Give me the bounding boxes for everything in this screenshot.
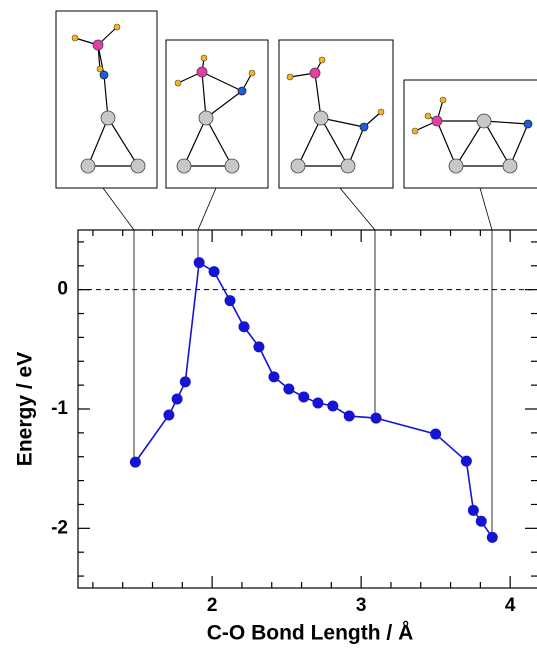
data-point [327, 400, 339, 412]
y-tick-label: -1 [51, 398, 68, 419]
data-point [179, 376, 191, 388]
x-axis-title: C-O Bond Length / Å [207, 621, 413, 645]
x-tick-label: 2 [207, 595, 218, 616]
y-tick-label: 0 [57, 279, 68, 300]
connector [102, 187, 135, 462]
data-point [171, 393, 183, 405]
connector [479, 187, 493, 537]
x-tick-label: 4 [505, 595, 516, 616]
connector [197, 187, 217, 263]
data-point [208, 266, 220, 278]
data-point [238, 321, 250, 333]
data-point [224, 295, 236, 307]
data-point [467, 504, 479, 516]
data-point [298, 391, 310, 403]
data-point [370, 412, 382, 424]
x-tick-label: 3 [356, 595, 367, 616]
data-point [475, 515, 487, 527]
connector [339, 187, 376, 418]
plot-frame [77, 229, 537, 589]
data-point [193, 257, 205, 269]
data-point [486, 531, 498, 543]
connectors [102, 187, 493, 537]
data-point [268, 371, 280, 383]
data-point [430, 428, 442, 440]
data-point [253, 341, 265, 353]
data-point [460, 455, 472, 467]
inset-structure [55, 10, 158, 189]
data-point [343, 410, 355, 422]
data-point [312, 397, 324, 409]
inset-structure [403, 79, 537, 189]
inset-structure [278, 39, 394, 189]
y-axis-title: Energy / eV [14, 352, 37, 466]
y-tick-label: -2 [51, 517, 68, 538]
data-point [283, 383, 295, 395]
data-point [163, 409, 175, 421]
inset-structure [165, 39, 269, 189]
data-point [129, 456, 141, 468]
